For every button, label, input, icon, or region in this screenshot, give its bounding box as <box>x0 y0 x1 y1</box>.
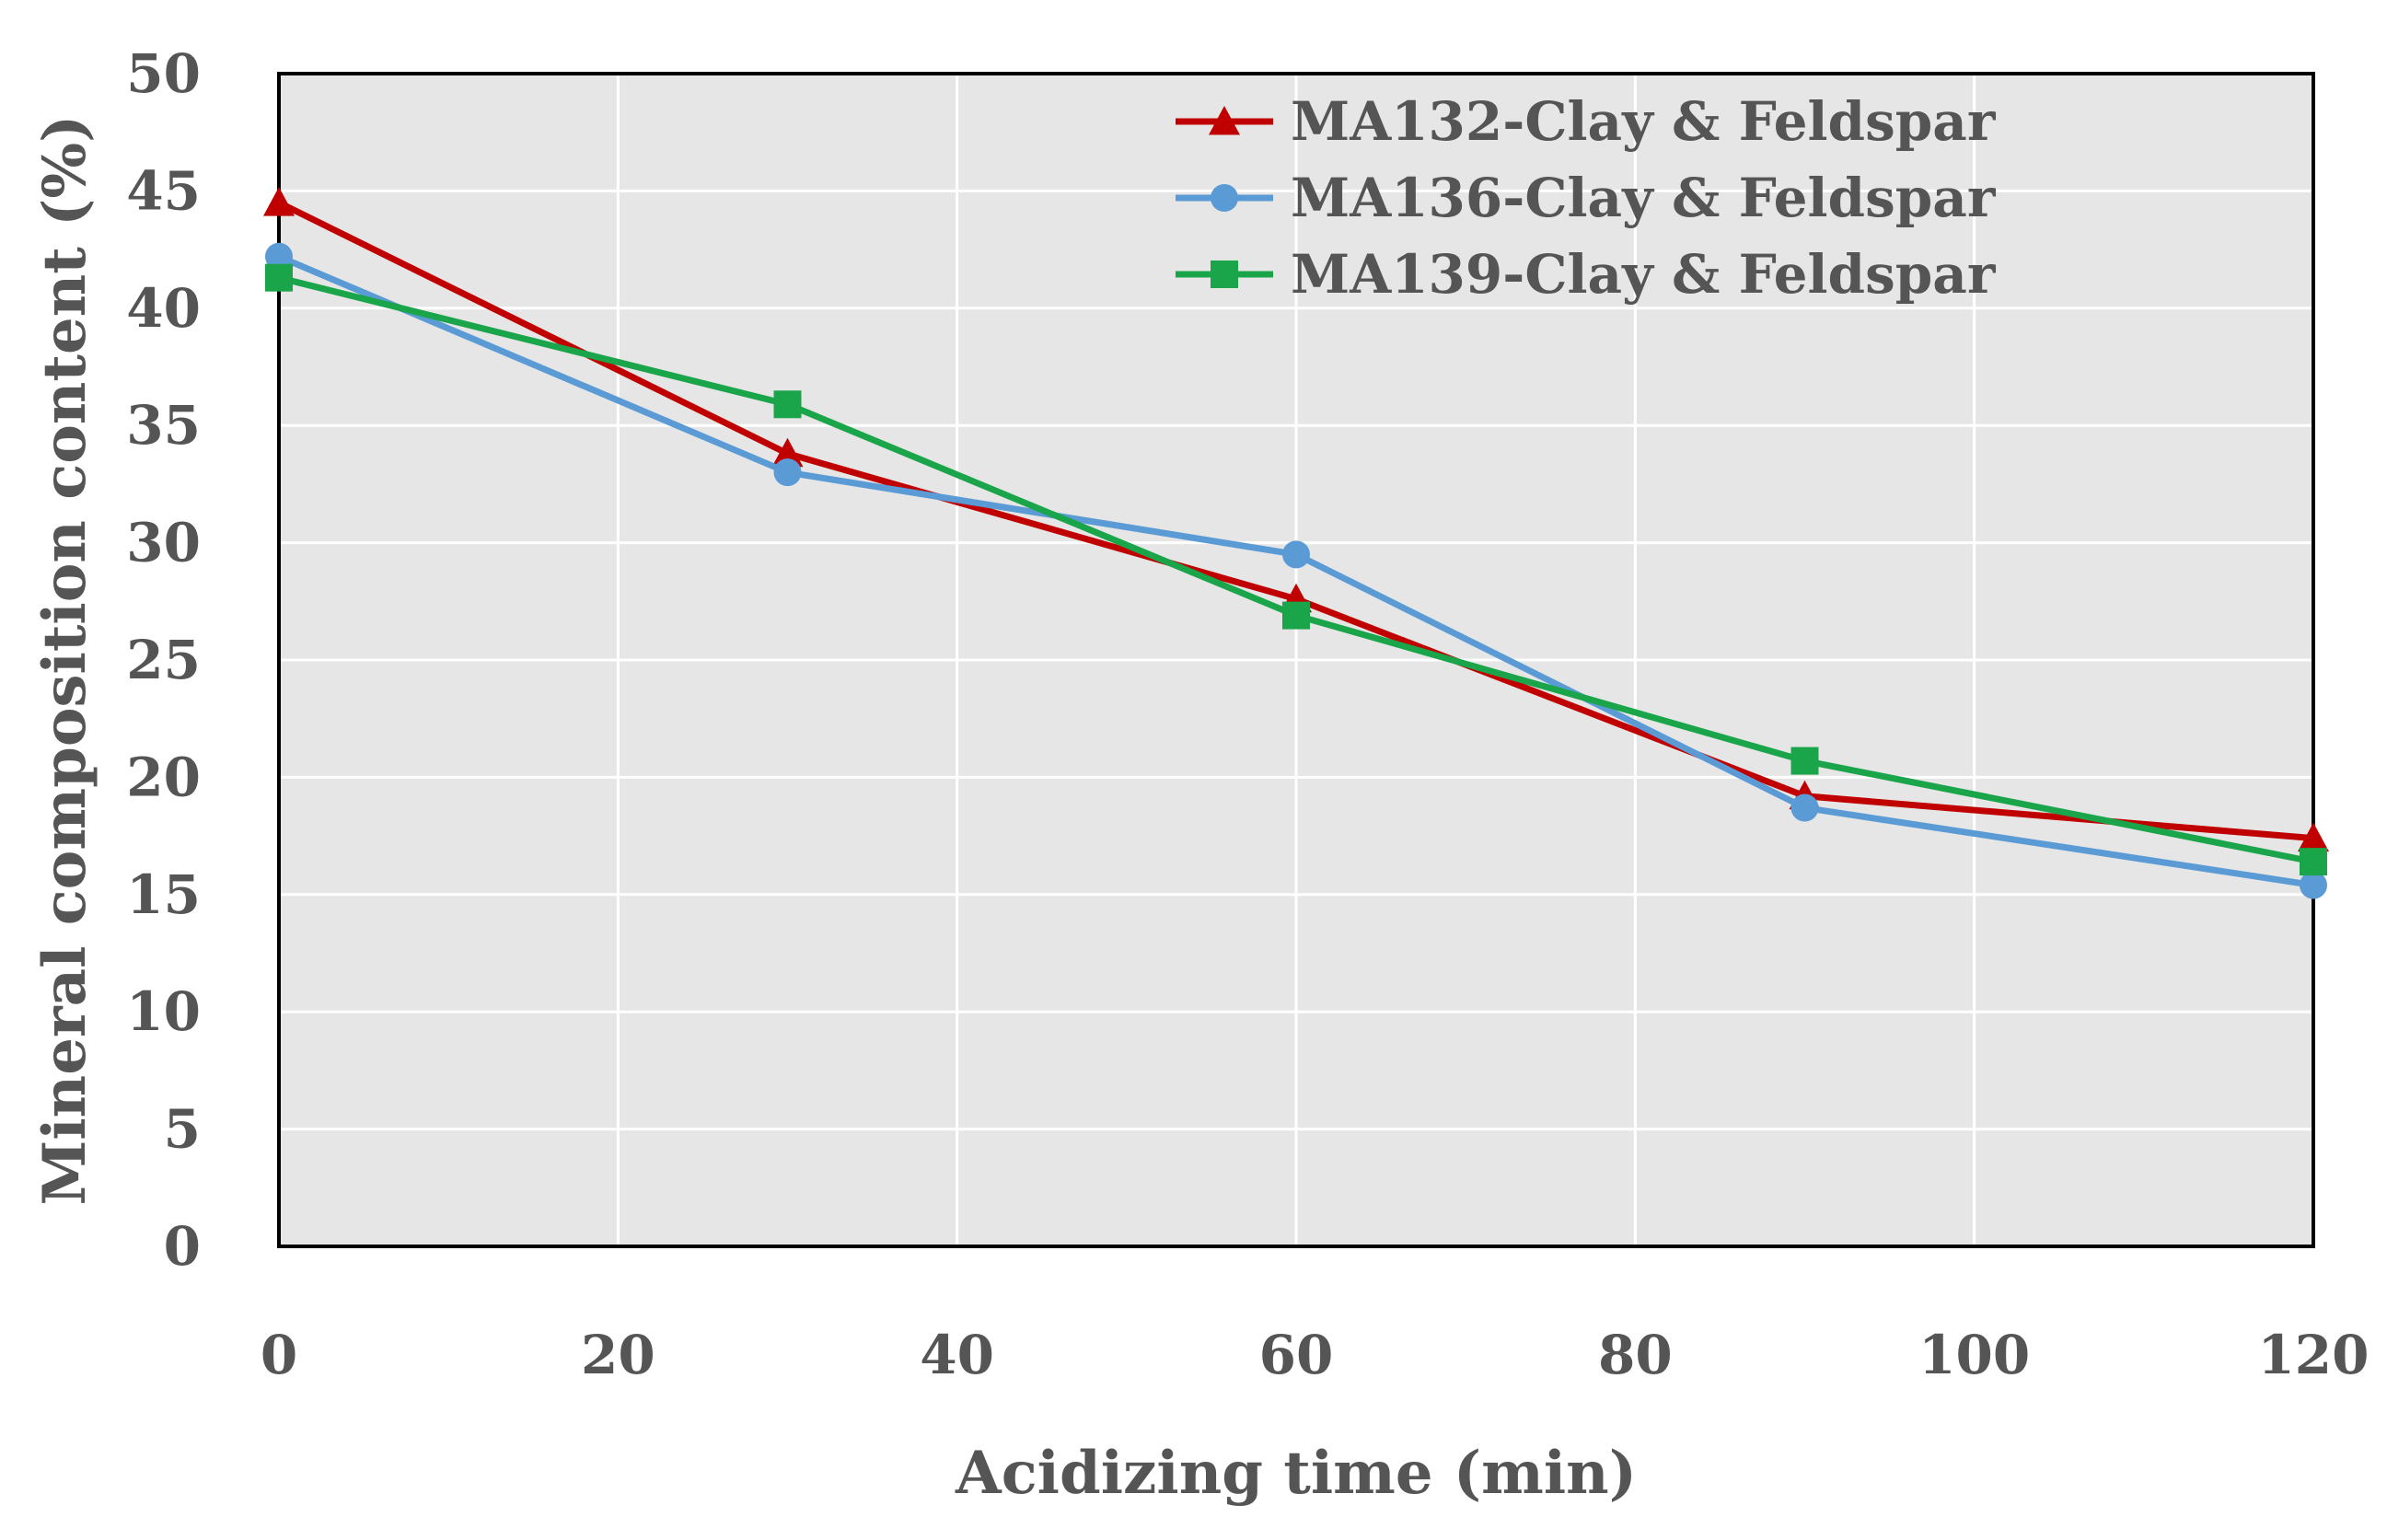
x-tick-label: 40 <box>920 1324 994 1386</box>
x-tick-label: 20 <box>581 1324 655 1386</box>
y-tick-label: 0 <box>164 1215 201 1278</box>
y-tick-label: 40 <box>126 277 201 340</box>
y-tick-label: 30 <box>126 512 201 574</box>
legend: MA132-Clay & Feldspar MA136-Clay & Feldsp… <box>1176 90 1997 306</box>
data-point <box>1790 747 1819 775</box>
data-point <box>771 437 804 468</box>
y-tick-label: 10 <box>126 980 201 1043</box>
grid-lines <box>279 74 2313 1246</box>
data-point <box>263 187 295 216</box>
data-point <box>265 242 293 271</box>
data-point <box>2298 822 2329 852</box>
x-tick-label: 80 <box>1598 1324 1673 1386</box>
legend-label: MA136-Clay & Feldspar <box>1291 167 1997 229</box>
series-3 <box>265 263 2327 876</box>
data-point <box>265 263 293 292</box>
x-tick-label: 60 <box>1259 1324 1334 1386</box>
y-tick-label: 15 <box>126 863 201 926</box>
y-tick-label: 5 <box>164 1098 201 1161</box>
y-tick-label: 45 <box>126 159 201 222</box>
legend-item: MA132-Clay & Feldspar <box>1176 90 1997 153</box>
x-tick-label: 0 <box>261 1324 297 1386</box>
y-axis-title: Mineral composition content (%) <box>30 115 99 1206</box>
legend-marker <box>1211 184 1238 212</box>
legend-label: MA139-Clay & Feldspar <box>1291 243 1997 306</box>
plot-border <box>277 72 2315 1248</box>
data-point <box>773 458 802 487</box>
data-point <box>2300 871 2327 899</box>
legend-marker <box>1211 261 1238 288</box>
y-axis-ticks: 0 5 10 15 20 25 30 35 40 45 50 <box>126 42 201 1278</box>
y-tick-label: 35 <box>126 394 201 457</box>
data-point <box>1790 793 1819 822</box>
x-axis-title: Acidizing time (min) <box>955 1439 1637 1508</box>
data-point <box>773 390 802 419</box>
series-group <box>263 187 2329 899</box>
series-2 <box>265 242 2327 899</box>
legend-marker <box>1209 106 1240 135</box>
legend-item: MA139-Clay & Feldspar <box>1176 243 1997 306</box>
x-axis-ticks: 0 20 40 60 80 100 120 <box>261 1324 2370 1386</box>
data-point <box>2300 848 2327 876</box>
x-tick-label: 120 <box>2257 1324 2369 1386</box>
y-tick-label: 25 <box>126 629 201 691</box>
y-tick-label: 20 <box>126 746 201 808</box>
legend-label: MA132-Clay & Feldspar <box>1291 90 1997 153</box>
legend-item: MA136-Clay & Feldspar <box>1176 167 1997 229</box>
data-point <box>1282 601 1310 630</box>
data-point <box>1282 540 1310 569</box>
y-tick-label: 50 <box>126 42 201 105</box>
x-tick-label: 100 <box>1918 1324 2030 1386</box>
